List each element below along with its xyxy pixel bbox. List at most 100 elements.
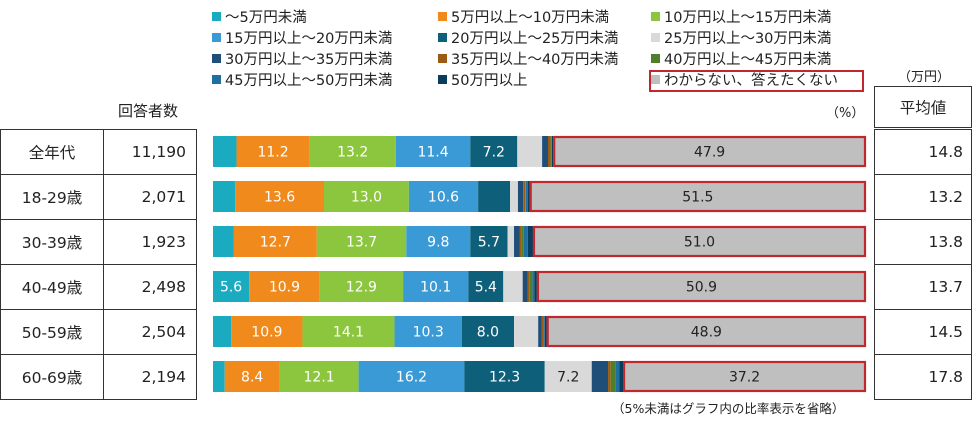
bar-segment xyxy=(510,181,518,212)
bar-highlight-outline xyxy=(532,225,867,258)
bar-data-label: 16.2 xyxy=(396,370,427,386)
bar-segment xyxy=(551,136,552,167)
bar-segment xyxy=(623,361,866,392)
legend-item: 25万円以上～30万円未満 xyxy=(651,29,831,49)
legend-swatch xyxy=(651,33,660,42)
bar-segment xyxy=(527,181,530,212)
bar-segment xyxy=(461,316,515,347)
legend-label: 15万円以上～20万円未満 xyxy=(225,31,393,47)
bar-data-label: 51.0 xyxy=(684,235,715,251)
bar-segment xyxy=(543,316,545,347)
average-cell-text: 14.8 xyxy=(928,143,963,161)
legend-label: 5万円以上～10万円未満 xyxy=(451,10,610,26)
bar-segment xyxy=(324,181,409,212)
bar-segment xyxy=(213,271,250,302)
legend-item: 50万円以上 xyxy=(438,71,527,91)
legend-label: ～5万円未満 xyxy=(225,10,307,26)
bar-segment xyxy=(358,361,465,392)
bar-segment xyxy=(615,361,620,392)
bar-segment xyxy=(224,361,280,392)
bar-data-label: 11.4 xyxy=(417,145,448,161)
legend-item: 20万円以上～25万円未満 xyxy=(438,29,618,49)
bar-segment xyxy=(546,316,866,347)
respondents-cell-text: 2,194 xyxy=(141,368,186,386)
bar-segment xyxy=(503,271,523,302)
legend-item: ～5万円未満 xyxy=(212,8,307,28)
bar-segment xyxy=(316,226,407,257)
respondents-header: 回答者数 xyxy=(118,102,179,120)
bar-data-label: 13.2 xyxy=(337,145,368,161)
bar-data-label: 13.6 xyxy=(264,190,295,206)
bar-segment xyxy=(478,181,511,212)
bar-segment xyxy=(547,136,551,167)
bar-segment xyxy=(213,136,237,167)
bar-segment xyxy=(213,361,225,392)
bar-segment xyxy=(249,271,320,302)
bar-highlight-outline xyxy=(529,180,867,213)
bar-data-label: 12.9 xyxy=(346,280,377,296)
age-group-cell-text: 60-69歳 xyxy=(21,369,83,387)
bar-segment xyxy=(534,271,537,302)
bar-data-label: 12.1 xyxy=(304,370,335,386)
bar-segment xyxy=(302,316,395,347)
bar-segment xyxy=(608,361,611,392)
bar-segment xyxy=(213,181,236,212)
age-group-cell-text: 30-39歳 xyxy=(21,234,83,252)
bar-segment xyxy=(403,271,469,302)
bar-segment xyxy=(309,136,396,167)
legend-item: 30万円以上～35万円未満 xyxy=(212,50,392,70)
legend-highlight-box xyxy=(649,70,864,92)
legend-swatch xyxy=(651,54,660,63)
bar-segment xyxy=(525,181,526,212)
bar-segment xyxy=(517,136,543,167)
bar-data-label: 47.9 xyxy=(694,145,725,161)
legend-label: 45万円以上～50万円未満 xyxy=(225,73,393,89)
bar-data-label: 10.9 xyxy=(251,325,282,341)
legend-swatch xyxy=(438,12,447,21)
bar-data-label: 37.2 xyxy=(729,370,760,386)
legend-item: 5万円以上～10万円未満 xyxy=(438,8,609,28)
bar-segment xyxy=(395,136,471,167)
legend-item: 35万円以上～40万円未満 xyxy=(438,50,618,70)
legend-label: わからない、答えたくない xyxy=(664,73,838,89)
legend-item: わからない、答えたくない xyxy=(651,71,838,91)
bar-data-label: 7.2 xyxy=(483,145,505,161)
legend-item: 45万円以上～50万円未満 xyxy=(212,71,392,91)
bar-segment xyxy=(532,226,866,257)
legend-swatch xyxy=(651,75,660,84)
bar-segment xyxy=(235,181,325,212)
bar-segment xyxy=(553,136,866,167)
bar-segment xyxy=(517,181,524,212)
bar-data-label: 10.6 xyxy=(428,190,459,206)
legend-item: 40万円以上～45万円未満 xyxy=(651,50,831,70)
legend-label: 25万円以上～30万円未満 xyxy=(664,31,832,47)
average-unit-label: （万円） xyxy=(898,70,951,85)
average-cell-text: 17.8 xyxy=(928,368,963,386)
age-group-cell-text: 18-29歳 xyxy=(21,189,83,207)
bar-segment xyxy=(394,316,462,347)
bar-data-label: 50.9 xyxy=(686,280,717,296)
bar-data-label: 5.6 xyxy=(220,280,242,296)
legend-swatch xyxy=(212,75,221,84)
bar-segment xyxy=(468,271,504,302)
bar-segment xyxy=(231,316,303,347)
bar-data-label: 10.1 xyxy=(420,280,451,296)
bar-data-label: 12.7 xyxy=(260,235,291,251)
bar-segment xyxy=(464,361,545,392)
bar-segment xyxy=(544,361,592,392)
bar-segment xyxy=(536,271,866,302)
age-group-cell-text: 50-59歳 xyxy=(21,324,83,342)
average-cell-text: 13.7 xyxy=(928,278,963,296)
bar-segment xyxy=(610,361,616,392)
bar-segment xyxy=(551,136,554,167)
bar-segment xyxy=(213,316,232,347)
bar-segment xyxy=(538,316,542,347)
bar-segment xyxy=(233,226,317,257)
respondents-cell-text: 2,504 xyxy=(141,323,186,341)
bar-segment xyxy=(542,136,548,167)
legend-swatch xyxy=(438,54,447,63)
average-header-label: 平均値 xyxy=(899,99,947,117)
bar-data-label: 11.2 xyxy=(257,145,288,161)
legend-label: 50万円以上 xyxy=(451,73,528,89)
